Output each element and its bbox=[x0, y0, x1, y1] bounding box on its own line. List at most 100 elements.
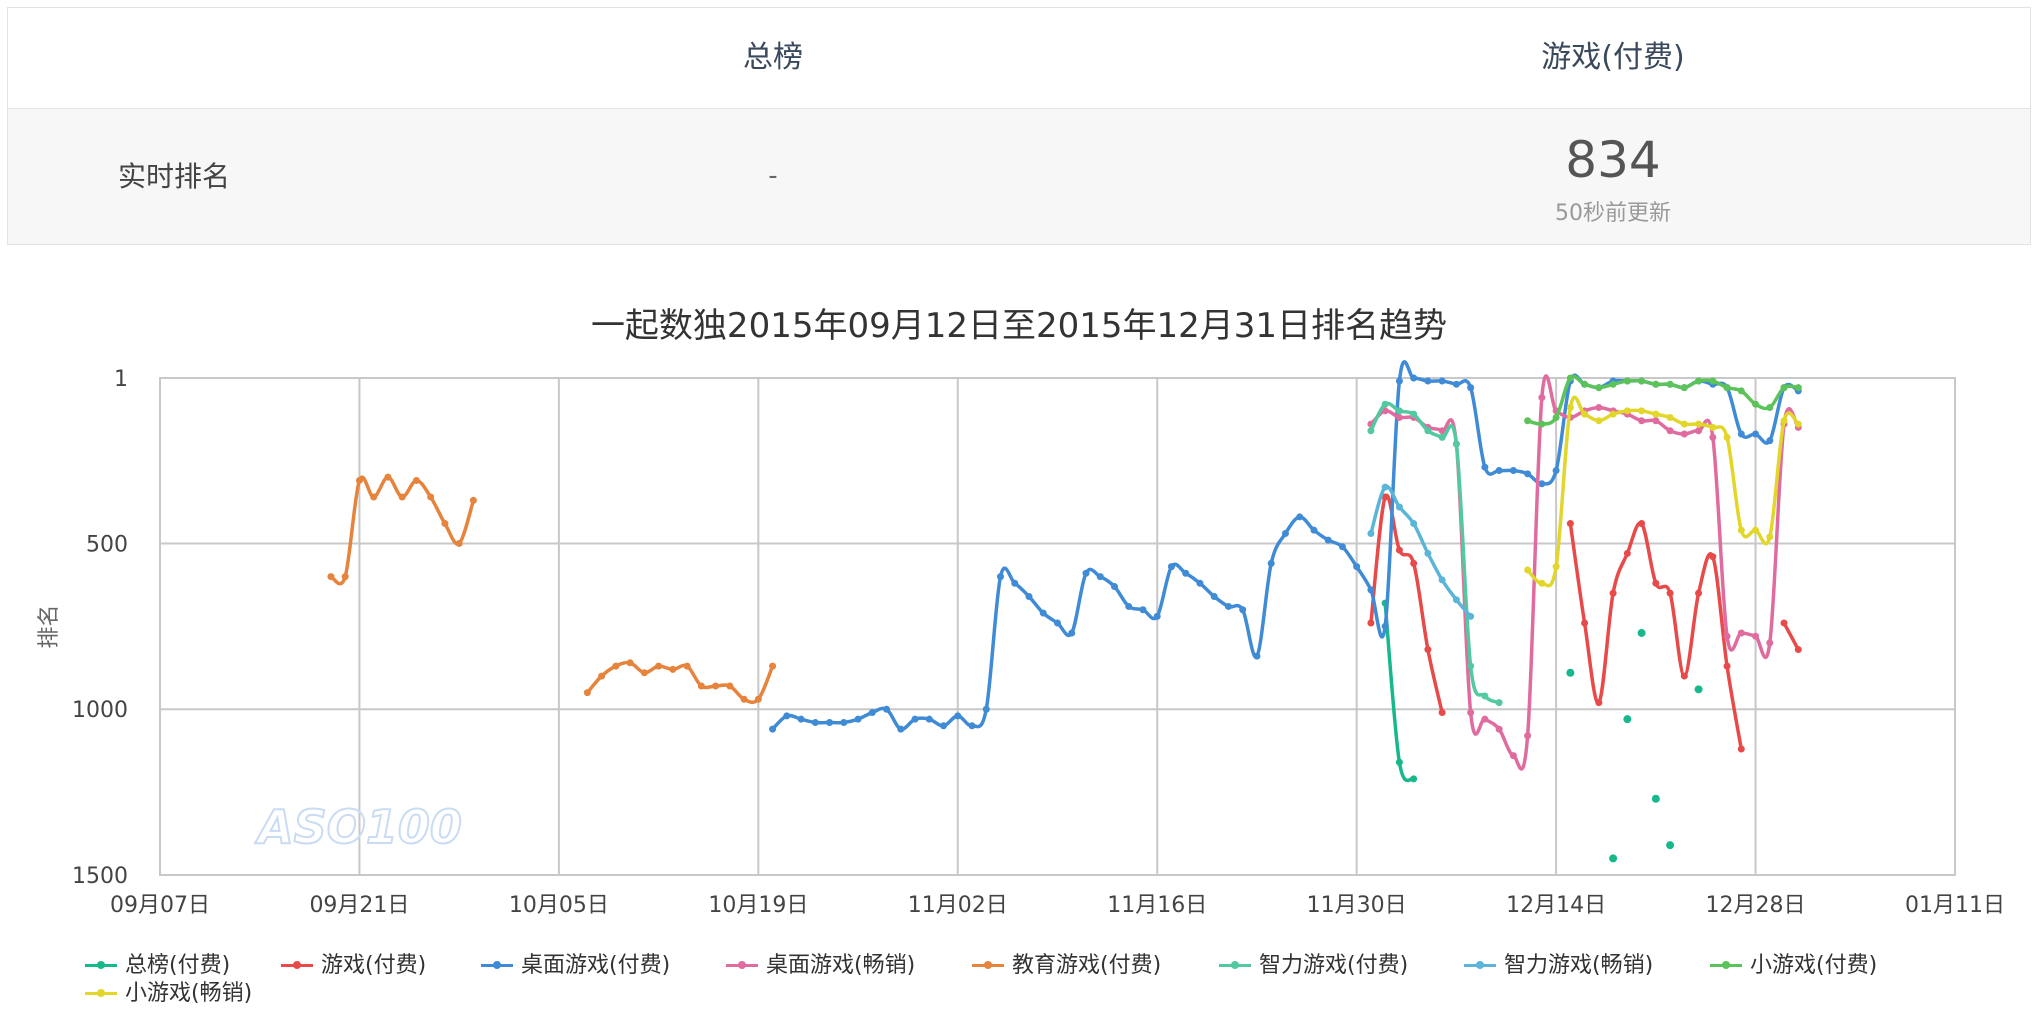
x-tick-label: 12月14日 bbox=[1506, 893, 1606, 918]
data-point bbox=[1752, 401, 1759, 408]
data-point bbox=[1496, 467, 1503, 474]
data-point bbox=[1781, 417, 1788, 424]
data-point bbox=[1738, 746, 1745, 753]
data-point bbox=[1752, 633, 1759, 640]
legend-label: 智力游戏(付费) bbox=[1259, 952, 1408, 980]
isolated-data-point bbox=[1566, 669, 1574, 677]
isolated-data-point bbox=[1623, 715, 1631, 723]
data-point bbox=[1681, 384, 1688, 391]
data-point bbox=[1553, 467, 1560, 474]
data-point bbox=[1795, 421, 1802, 428]
x-tick-label: 01月11日 bbox=[1905, 893, 2005, 918]
data-point bbox=[1253, 653, 1260, 660]
data-point bbox=[1538, 421, 1545, 428]
legend-item[interactable]: 小游戏(付费) bbox=[1710, 952, 1877, 980]
legend-swatch bbox=[281, 952, 313, 980]
data-point bbox=[342, 573, 349, 580]
data-point bbox=[1738, 431, 1745, 438]
data-point bbox=[1795, 646, 1802, 653]
legend-item[interactable]: 智力游戏(付费) bbox=[1219, 952, 1408, 980]
data-point bbox=[997, 573, 1004, 580]
data-point bbox=[327, 573, 334, 580]
data-point bbox=[1724, 384, 1731, 391]
data-point bbox=[1182, 570, 1189, 577]
x-tick-label: 09月21日 bbox=[309, 893, 409, 918]
legend-swatch bbox=[85, 952, 117, 980]
legend-label: 智力游戏(畅销) bbox=[1504, 952, 1653, 980]
data-point bbox=[1382, 401, 1389, 408]
data-point bbox=[855, 716, 862, 723]
data-point bbox=[1439, 709, 1446, 716]
data-point bbox=[1410, 375, 1417, 382]
data-point bbox=[1724, 633, 1731, 640]
data-point bbox=[1766, 533, 1773, 540]
data-point bbox=[940, 722, 947, 729]
legend-item[interactable]: 总榜(付费) bbox=[85, 952, 230, 980]
data-point bbox=[1325, 537, 1332, 544]
legend-label: 教育游戏(付费) bbox=[1012, 952, 1161, 980]
series-line-2 bbox=[1371, 495, 1442, 712]
legend-label: 小游戏(畅销) bbox=[125, 980, 252, 1008]
data-point bbox=[1211, 593, 1218, 600]
data-point bbox=[1567, 520, 1574, 527]
data-point bbox=[1396, 547, 1403, 554]
data-point bbox=[1011, 580, 1018, 587]
y-tick-label: 1000 bbox=[72, 698, 128, 723]
data-point bbox=[1610, 381, 1617, 388]
data-point bbox=[1524, 417, 1531, 424]
data-point bbox=[1581, 411, 1588, 418]
data-point bbox=[1154, 613, 1161, 620]
legend-swatch bbox=[85, 980, 117, 1008]
data-point bbox=[1681, 421, 1688, 428]
data-point bbox=[1695, 377, 1702, 384]
data-point bbox=[598, 673, 605, 680]
data-point bbox=[1239, 606, 1246, 613]
legend-item[interactable]: 教育游戏(付费) bbox=[972, 952, 1161, 980]
data-point bbox=[1738, 527, 1745, 534]
data-point bbox=[1652, 417, 1659, 424]
data-point bbox=[669, 666, 676, 673]
data-point bbox=[1766, 437, 1773, 444]
data-point bbox=[712, 683, 719, 690]
data-point bbox=[1453, 440, 1460, 447]
aso100-watermark: ASO100 bbox=[255, 800, 462, 854]
data-point bbox=[1752, 431, 1759, 438]
legend-item[interactable]: 桌面游戏(付费) bbox=[481, 952, 670, 980]
isolated-data-point bbox=[1652, 795, 1660, 803]
data-point bbox=[769, 726, 776, 733]
legend-swatch bbox=[726, 952, 758, 980]
data-point bbox=[755, 696, 762, 703]
data-point bbox=[1638, 377, 1645, 384]
data-point bbox=[1410, 560, 1417, 567]
data-point bbox=[1496, 699, 1503, 706]
legend-item[interactable]: 游戏(付费) bbox=[281, 952, 426, 980]
data-point bbox=[954, 712, 961, 719]
data-point bbox=[684, 663, 691, 670]
data-point bbox=[1595, 404, 1602, 411]
legend-item[interactable]: 智力游戏(畅销) bbox=[1464, 952, 1653, 980]
y-axis-label: 排名 bbox=[37, 604, 62, 648]
data-point bbox=[769, 663, 776, 670]
data-point bbox=[1467, 663, 1474, 670]
data-point bbox=[698, 683, 705, 690]
data-point bbox=[1367, 530, 1374, 537]
data-point bbox=[1410, 520, 1417, 527]
data-point bbox=[1766, 404, 1773, 411]
data-point bbox=[1339, 543, 1346, 550]
data-point bbox=[1068, 629, 1075, 636]
x-tick-label: 11月30日 bbox=[1307, 893, 1407, 918]
legend-swatch bbox=[972, 952, 1004, 980]
data-point bbox=[1410, 775, 1417, 782]
data-point bbox=[869, 709, 876, 716]
legend-item[interactable]: 桌面游戏(畅销) bbox=[726, 952, 915, 980]
data-point bbox=[883, 706, 890, 713]
data-point bbox=[1396, 503, 1403, 510]
data-point bbox=[1367, 620, 1374, 627]
data-point bbox=[1781, 384, 1788, 391]
legend-item[interactable]: 小游戏(畅销) bbox=[85, 980, 252, 1008]
data-point bbox=[1439, 377, 1446, 384]
data-point bbox=[456, 540, 463, 547]
data-point bbox=[1367, 427, 1374, 434]
data-point bbox=[1396, 759, 1403, 766]
isolated-data-point bbox=[1666, 841, 1674, 849]
